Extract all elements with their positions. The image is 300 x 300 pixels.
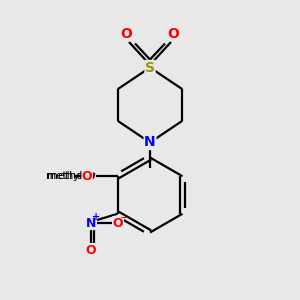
- Text: O: O: [113, 217, 123, 230]
- Text: methoxy: methoxy: [47, 171, 96, 181]
- Text: +: +: [92, 212, 101, 222]
- Text: N: N: [144, 136, 156, 149]
- Text: methyl: methyl: [46, 171, 82, 181]
- Text: O: O: [167, 27, 179, 40]
- Text: O: O: [82, 170, 92, 183]
- Text: S: S: [145, 61, 155, 74]
- Text: O: O: [121, 27, 133, 40]
- Text: O: O: [85, 170, 95, 183]
- Text: −: −: [120, 213, 129, 223]
- Text: N: N: [86, 217, 96, 230]
- Text: O: O: [86, 244, 96, 256]
